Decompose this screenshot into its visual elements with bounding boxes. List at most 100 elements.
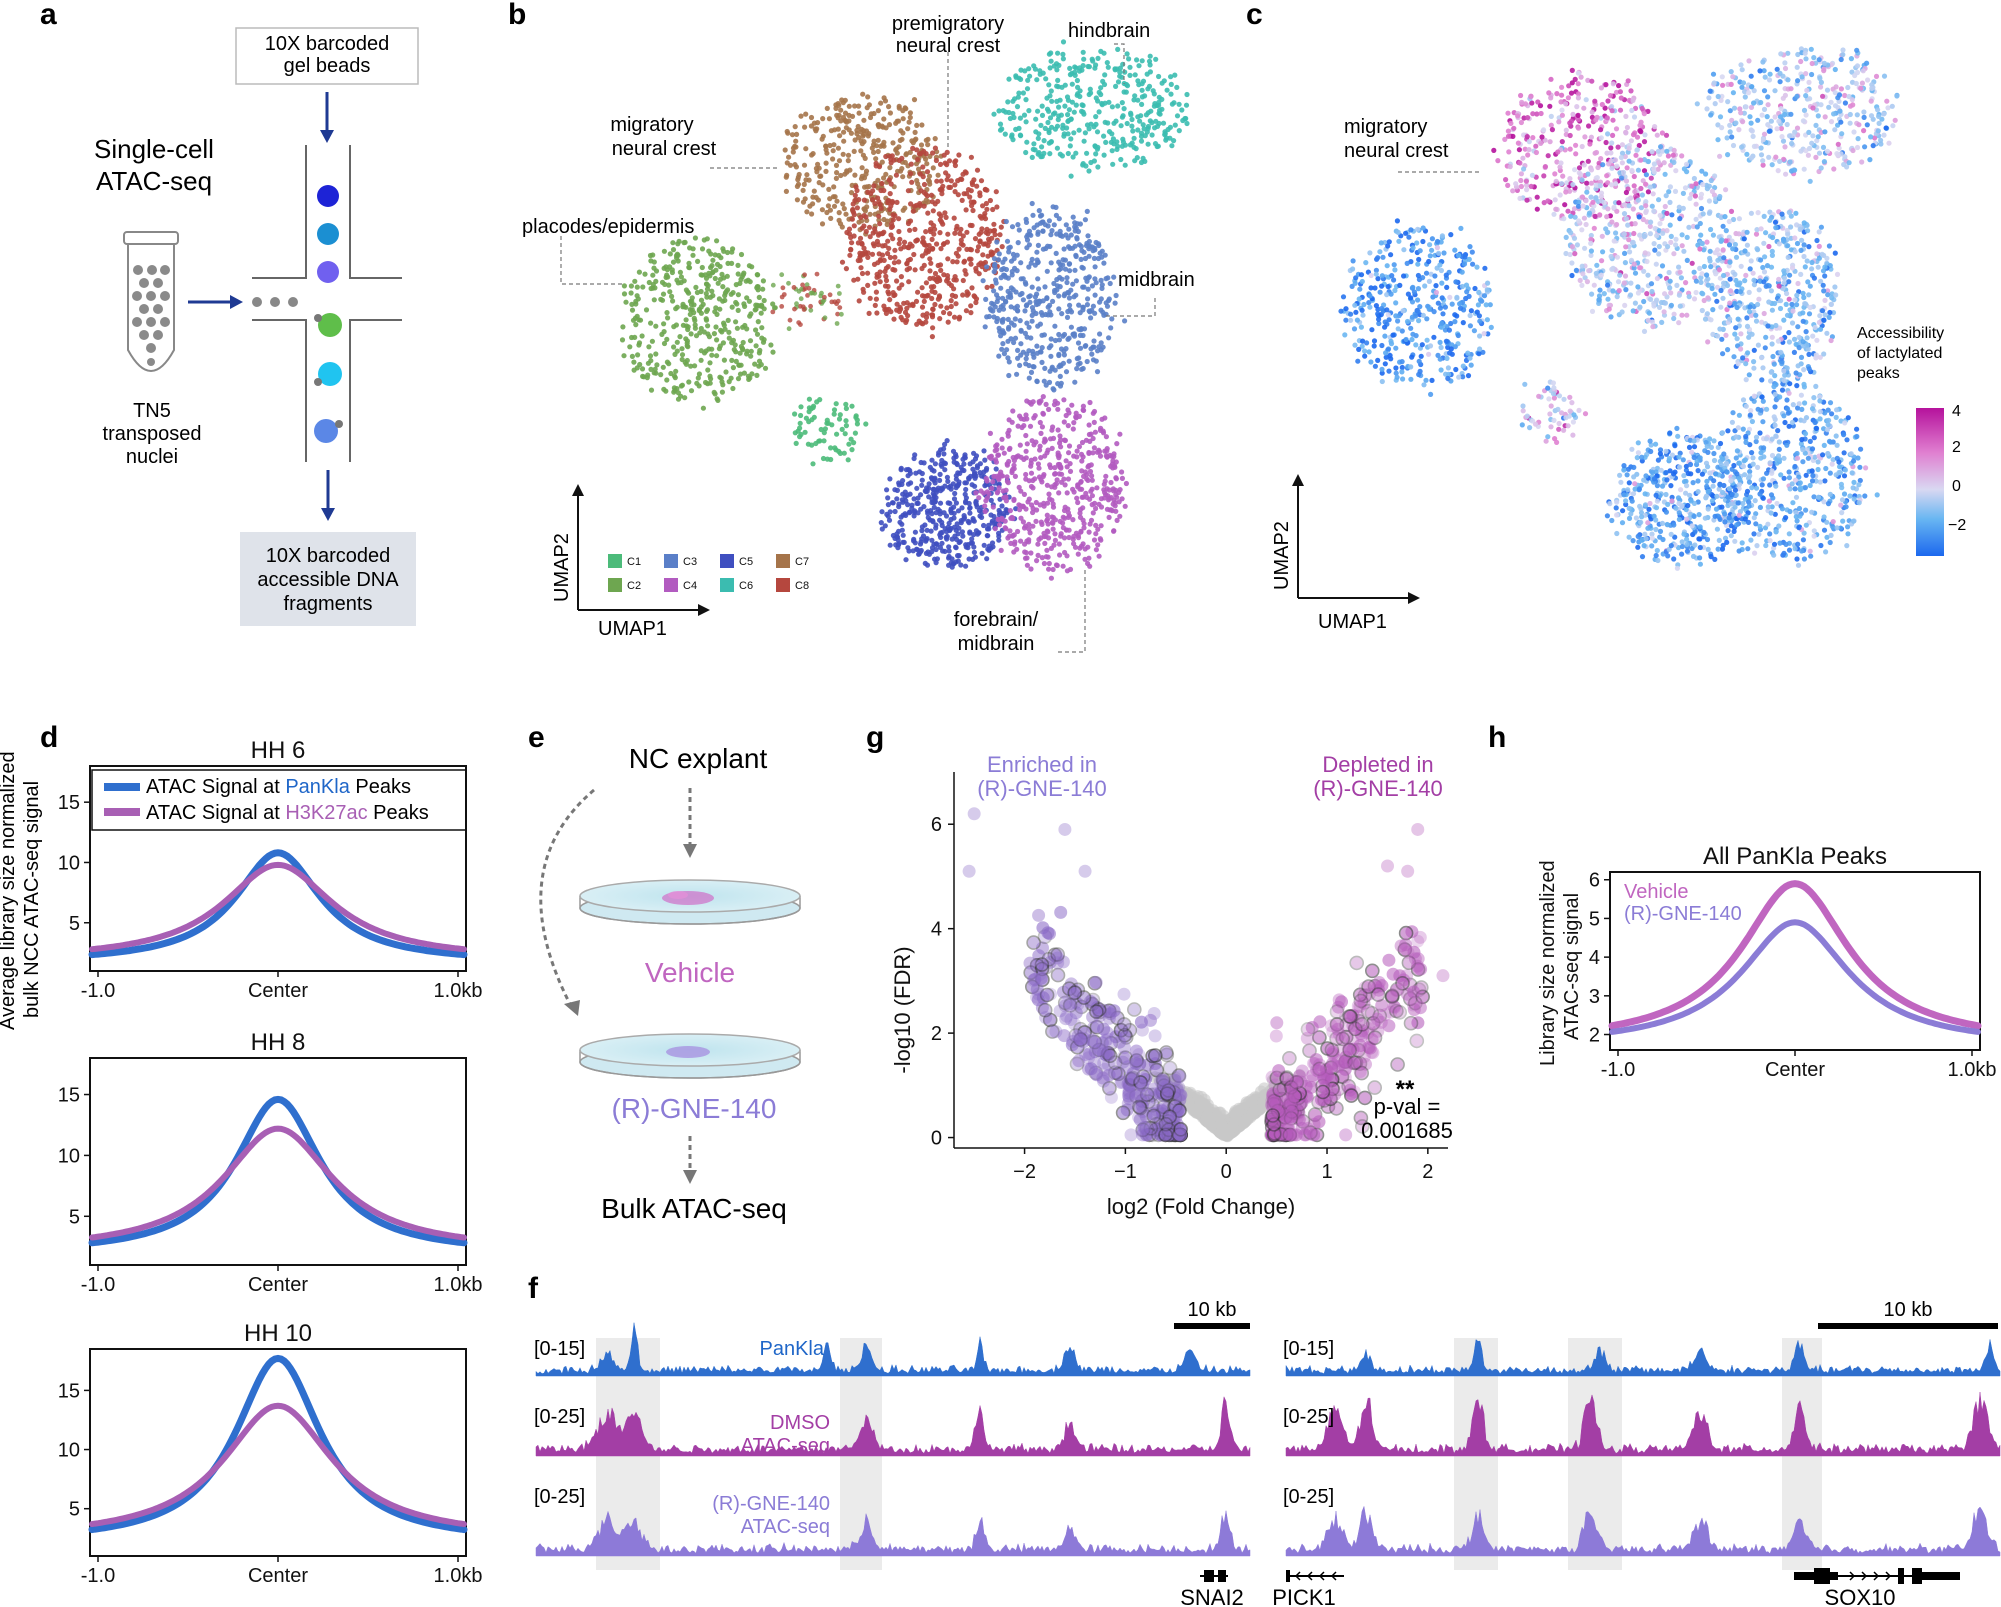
umap-c-point: [1403, 336, 1409, 343]
umap-c-point: [1615, 279, 1622, 285]
umap-b-point: [1004, 474, 1010, 480]
umap-b-point: [836, 158, 843, 164]
umap-b-point: [1040, 394, 1046, 400]
umap-b-point: [1033, 116, 1039, 122]
nucleus-dot: [314, 314, 322, 322]
umap-c-point: [1820, 93, 1826, 99]
umap-b-point: [798, 113, 804, 119]
umap-c-point: [1890, 123, 1896, 129]
umap-b-point: [1005, 355, 1011, 361]
umap-b-point: [906, 279, 912, 285]
umap-b-point: [731, 347, 737, 353]
umap-c-point: [1662, 291, 1668, 297]
umap-c-point: [1607, 93, 1614, 99]
umap-b-point: [912, 529, 919, 535]
umap-b-point: [835, 126, 841, 132]
umap-c-point: [1579, 143, 1585, 150]
umap-c-point: [1783, 171, 1789, 177]
umap-c-point: [1656, 160, 1662, 166]
umap-b-point: [683, 287, 690, 293]
umap-c-point: [1534, 194, 1540, 200]
umap-b-point: [1092, 292, 1098, 298]
umap-b-point: [819, 221, 826, 227]
umap-c-point: [1777, 158, 1783, 164]
umap-b-point: [913, 298, 920, 304]
umap-b-point: [686, 379, 692, 385]
umap-b-point: [634, 284, 640, 290]
umap-c-point: [1505, 110, 1511, 116]
umap-c-point: [1438, 344, 1444, 351]
umap-b-point: [983, 296, 989, 302]
umap-b-point: [996, 485, 1002, 491]
umap-b-point: [963, 486, 969, 493]
umap-b-point: [1031, 141, 1037, 147]
umap-b-point: [1085, 63, 1091, 70]
umap-c-point: [1569, 260, 1575, 266]
umap-b-point: [834, 321, 840, 326]
umap-b-point: [994, 204, 1000, 210]
umap-b-point: [978, 178, 985, 184]
umap-b-point: [1056, 104, 1062, 110]
umap-b-point: [1080, 407, 1086, 413]
umap-c-point: [1459, 269, 1465, 275]
umap-c-point: [1552, 171, 1558, 177]
umap-b-point: [730, 365, 737, 371]
umap-b-point: [1008, 258, 1015, 264]
umap-b-point: [942, 160, 948, 166]
umap-c-point: [1392, 287, 1398, 294]
umap-b-point: [1085, 286, 1091, 292]
umap-b-point: [965, 187, 972, 193]
nucleus-dot: [270, 297, 280, 307]
umap-c-point: [1808, 46, 1814, 52]
umap-b-point: [733, 282, 739, 288]
umap-b-point: [1079, 102, 1085, 108]
umap-b-point: [1057, 552, 1063, 558]
umap-b-point: [908, 480, 914, 486]
umap-b-point: [831, 407, 838, 413]
umap-b-point: [1111, 528, 1117, 534]
umap-b-point: [928, 528, 934, 534]
umap-b-point: [1006, 359, 1012, 365]
umap-c-point: [1608, 314, 1614, 320]
umap-b-point: [970, 466, 976, 472]
umap-b-point: [984, 264, 990, 270]
umap-c-point: [1372, 285, 1378, 291]
umap-c-point: [1637, 128, 1643, 134]
umap-b-point: [944, 474, 951, 480]
umap-b-point: [1059, 84, 1065, 90]
umap-b-point: [935, 452, 942, 458]
umap-c-point: [1519, 99, 1525, 105]
umap-b-point: [893, 146, 900, 152]
umap-b-point: [905, 545, 911, 551]
umap-b-point: [681, 304, 687, 310]
umap-c-point: [1524, 134, 1530, 140]
umap-c-point: [1861, 128, 1867, 134]
umap-b-point: [900, 108, 906, 114]
umap-b-point: [1137, 118, 1143, 124]
umap-b-point: [1092, 276, 1098, 282]
umap-c-point: [1809, 60, 1815, 67]
umap-b-point: [1014, 104, 1021, 110]
umap-c-point: [1634, 147, 1640, 153]
umap-b-point: [758, 310, 764, 316]
umap-b-point: [955, 558, 961, 564]
umap-b-point: [991, 111, 997, 117]
umap-b-point: [967, 505, 973, 511]
umap-b-point: [1110, 136, 1116, 142]
umap-b-point: [1017, 318, 1023, 324]
umap-c-point: [1617, 107, 1624, 113]
umap-b-point: [733, 358, 739, 364]
umap-b-point: [698, 297, 705, 303]
umap-b-point: [923, 197, 929, 203]
umap-b-point: [646, 279, 652, 286]
umap-c-point: [1569, 400, 1575, 406]
umap-b-point: [1106, 487, 1112, 493]
umap-b-point: [900, 478, 906, 484]
umap-b-point: [906, 119, 912, 125]
umap-b-point: [907, 110, 914, 116]
umap-b-point: [860, 252, 866, 258]
umap-b-point: [843, 418, 849, 424]
umap-c-point: [1821, 68, 1827, 74]
umap-b-point: [1174, 113, 1181, 119]
umap-c-point: [1568, 230, 1574, 236]
